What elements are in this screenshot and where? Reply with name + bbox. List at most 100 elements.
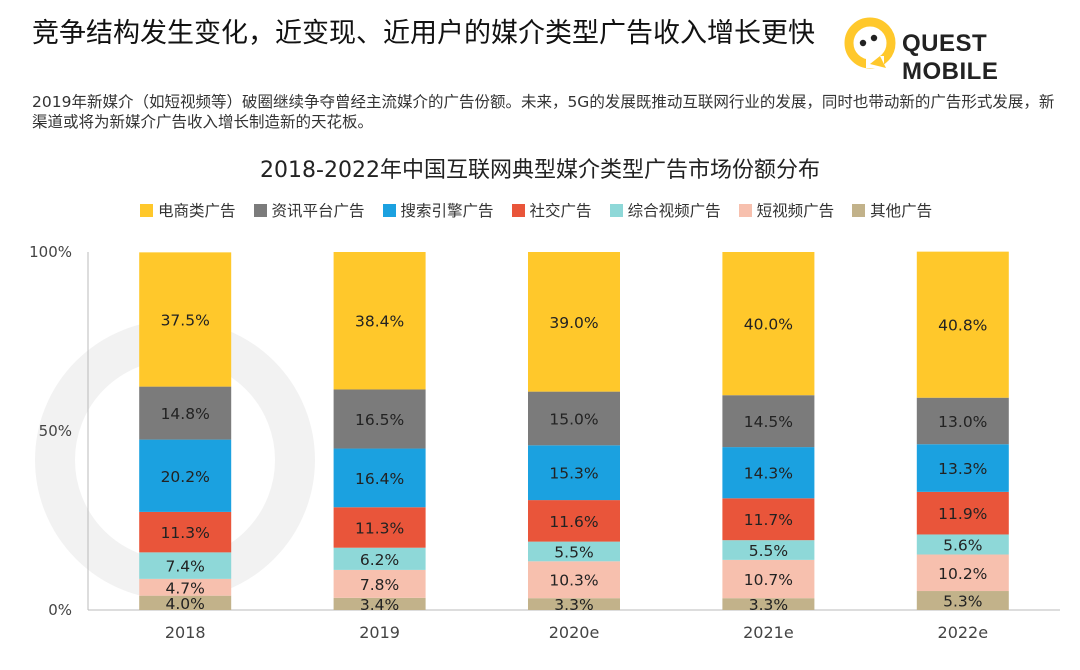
- bar-segment: [916, 591, 1009, 610]
- data-label: 3.4%: [360, 596, 399, 614]
- data-label: 5.5%: [749, 542, 788, 560]
- x-tick-label: 2021e: [743, 623, 794, 642]
- bar-segment: [916, 444, 1009, 492]
- legend-swatch: [511, 203, 525, 217]
- bar-segment: [722, 447, 815, 499]
- logo-icon: [844, 17, 896, 69]
- data-label: 7.8%: [360, 576, 399, 594]
- legend-item: 其他广告: [852, 199, 932, 221]
- bar-segment: [139, 252, 232, 387]
- bar-segment: [916, 554, 1009, 592]
- data-label: 39.0%: [549, 314, 598, 332]
- bar-segment: [722, 395, 815, 448]
- legend-item: 电商类广告: [140, 199, 236, 221]
- legend-label: 综合视频广告: [627, 202, 721, 220]
- data-label: 14.5%: [744, 413, 793, 431]
- bar-segment: [333, 252, 426, 390]
- data-label: 6.2%: [360, 551, 399, 569]
- data-label: 3.3%: [749, 596, 788, 614]
- data-label: 14.3%: [744, 465, 793, 483]
- chart-title: 2018-2022年中国互联网典型媒介类型广告市场份额分布: [260, 158, 820, 183]
- data-label: 15.3%: [549, 465, 598, 483]
- data-label: 11.3%: [161, 524, 210, 542]
- x-tick-label: 2019: [359, 623, 400, 642]
- bar-segment: [916, 251, 1009, 398]
- data-label: 11.9%: [938, 505, 987, 523]
- x-tick-label: 2022e: [938, 623, 989, 642]
- page-title: 竞争结构发生变化，近变现、近用户的媒介类型广告收入增长更快: [32, 18, 815, 49]
- logo-text: QUEST MOBILE: [902, 30, 999, 85]
- data-label: 10.3%: [549, 572, 598, 590]
- y-tick-label: 50%: [39, 422, 72, 440]
- data-label: 11.6%: [549, 513, 598, 531]
- bar-segment: [916, 397, 1009, 445]
- bar-segment: [333, 448, 426, 508]
- data-label: 4.0%: [166, 595, 205, 613]
- questmobile-logo: [844, 17, 896, 69]
- bar-segment: [333, 507, 426, 548]
- legend-swatch: [852, 203, 866, 217]
- legend-item: 社交广告: [511, 199, 592, 221]
- legend-item: 资讯平台广告: [253, 199, 365, 221]
- bar-segment: [722, 598, 815, 610]
- legend-swatch: [738, 203, 752, 217]
- legend-label: 短视频广告: [756, 202, 835, 220]
- chart-legend: 电商类广告 资讯平台广告 搜索引擎广告 社交广告 综合视频广告 短视频广告 其他广告: [140, 198, 1040, 222]
- bar-segment: [139, 511, 232, 553]
- bar-segment: [528, 445, 620, 501]
- bar-segment: [722, 540, 815, 560]
- data-label: 15.0%: [549, 410, 598, 428]
- bar-segment: [722, 252, 815, 396]
- bar-segment: [139, 552, 232, 579]
- legend-swatch: [382, 203, 396, 217]
- data-label: 5.3%: [943, 593, 982, 611]
- legend-label: 电商类广告: [158, 202, 236, 220]
- data-label: 5.5%: [554, 543, 593, 561]
- data-label: 10.2%: [938, 565, 987, 583]
- data-label: 16.4%: [355, 470, 404, 488]
- data-label: 40.0%: [744, 316, 793, 334]
- page-subtitle: 2019年新媒介（如短视频等）破圈继续争夺曾经主流媒介的广告份额。未来，5G的发…: [32, 93, 1055, 131]
- data-label: 11.7%: [744, 511, 793, 529]
- data-label: 13.3%: [938, 460, 987, 478]
- bar-segment: [722, 498, 815, 541]
- bar-segment: [333, 597, 426, 610]
- legend-swatch: [253, 203, 267, 217]
- bar-segment: [139, 386, 232, 440]
- legend-swatch: [140, 203, 153, 217]
- data-label: 13.0%: [938, 413, 987, 431]
- bar-segment: [722, 559, 815, 599]
- legend-label: 其他广告: [870, 202, 933, 220]
- bar-segment: [528, 598, 620, 610]
- data-label: 4.7%: [166, 579, 205, 597]
- bar-segment: [528, 541, 620, 562]
- data-label: 10.7%: [744, 571, 793, 589]
- data-label: 7.4%: [166, 558, 205, 576]
- bar-segment: [139, 595, 232, 610]
- legend-label: 资讯平台广告: [271, 202, 365, 220]
- bar-segment: [528, 391, 620, 446]
- bar-segment: [333, 547, 426, 570]
- x-tick-label: 2020e: [549, 623, 600, 642]
- legend-item: 短视频广告: [738, 199, 835, 221]
- bar-segment: [139, 578, 232, 596]
- bar-segment: [916, 491, 1009, 535]
- data-label: 40.8%: [938, 317, 987, 335]
- bar-segment: [333, 569, 426, 598]
- bar-segment: [139, 439, 232, 512]
- bar-segment: [333, 389, 426, 449]
- data-label: 14.8%: [161, 405, 210, 423]
- legend-label: 社交广告: [529, 202, 592, 220]
- y-tick-label: 100%: [29, 243, 72, 261]
- data-label: 20.2%: [161, 468, 210, 486]
- data-label: 38.4%: [355, 313, 404, 331]
- bar-segment: [528, 561, 620, 599]
- data-label: 11.3%: [355, 519, 404, 537]
- y-tick-label: 0%: [48, 601, 72, 619]
- data-label: 5.6%: [943, 536, 982, 554]
- legend-item: 搜索引擎广告: [382, 199, 494, 221]
- bar-segment: [528, 252, 620, 392]
- legend-swatch: [609, 203, 623, 217]
- legend-item: 综合视频广告: [609, 199, 721, 221]
